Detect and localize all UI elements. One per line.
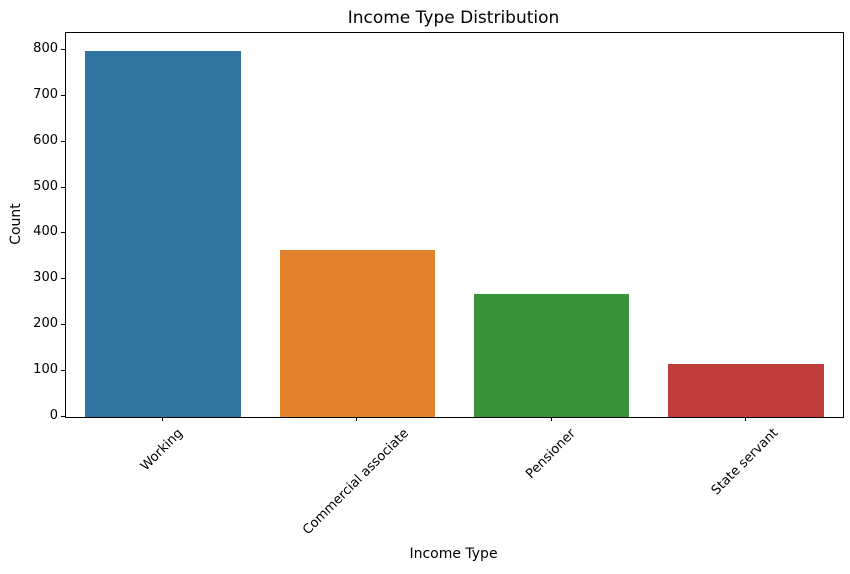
x-tick-mark <box>550 417 552 421</box>
y-tick-mark <box>61 232 65 234</box>
y-tick-mark <box>61 94 65 96</box>
y-tick-label: 0 <box>49 408 58 423</box>
x-tick-mark <box>162 417 164 421</box>
y-tick-label: 700 <box>33 86 58 102</box>
y-tick-mark <box>61 48 65 50</box>
x-tick-label-commercial-associate: Commercial associate <box>300 425 413 538</box>
bar-commercial-associate <box>279 249 436 417</box>
chart-title: Income Type Distribution <box>347 8 560 28</box>
x-tick-mark <box>744 417 746 421</box>
x-tick-label-state-servant: State servant <box>708 426 782 499</box>
y-tick-label: 200 <box>33 316 58 332</box>
x-tick-label-pensioner: Pensioner <box>522 426 579 482</box>
x-tick-label-working: Working <box>138 425 187 475</box>
bar-pensioner <box>473 294 630 417</box>
y-tick-label: 400 <box>33 224 58 240</box>
y-tick-mark <box>61 370 65 372</box>
bar-working <box>85 51 241 417</box>
y-tick-mark <box>61 140 65 142</box>
y-tick-mark <box>61 278 65 280</box>
plot-area <box>65 32 844 418</box>
y-tick-mark <box>61 186 65 188</box>
y-tick-label: 100 <box>33 362 58 378</box>
y-tick-label: 500 <box>33 178 58 194</box>
x-tick-mark <box>356 417 358 421</box>
y-tick-mark <box>61 324 65 326</box>
y-tick-label: 300 <box>33 270 58 286</box>
y-tick-label: 800 <box>33 40 58 56</box>
y-tick-mark <box>61 416 65 417</box>
y-tick-label: 600 <box>33 132 58 148</box>
bar-state-servant <box>668 364 824 417</box>
x-axis-label: Income Type <box>409 546 498 562</box>
